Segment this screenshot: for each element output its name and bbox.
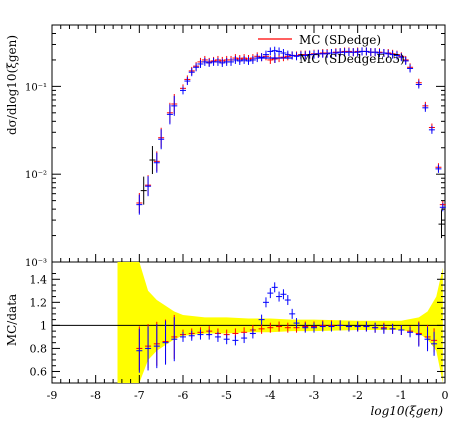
x-axis-label: log10(ξgen) (371, 404, 444, 418)
axes: -9 -8 -7 -6 -5 -4 -3 -2 -1 0 10⁻³ 10⁻² 10⁻¹ 0.6 0.8 1 1.… (25, 24, 449, 402)
x-tick-label: -3 (309, 389, 320, 402)
y-tick-label-main: 10⁻¹ (25, 82, 47, 93)
x-tick-label: 0 (442, 389, 449, 402)
ratio-panel-frame (51, 261, 446, 384)
y-tick-label-ratio: 0.8 (30, 342, 48, 355)
uncertainty-band (117, 262, 443, 383)
y-tick-label-ratio: 0.6 (30, 365, 48, 378)
legend-label-sdedge: MC (SDedge) (299, 33, 381, 47)
legend: MC (SDedge) MC (SDedgeEo5) (258, 33, 405, 66)
ratio-y-axis-label: MC/data (5, 294, 19, 346)
y-tick-label-main: 10⁻³ (25, 258, 47, 269)
x-tick-label: -8 (90, 389, 101, 402)
x-tick-label: -1 (396, 389, 407, 402)
x-tick-label: -9 (47, 389, 58, 402)
y-tick-label-ratio: 1.4 (30, 273, 48, 286)
x-tick-label: -7 (134, 389, 145, 402)
y-tick-label-ratio: 1.2 (30, 296, 48, 309)
x-tick-label: -6 (178, 389, 189, 402)
ratio-panel-points (136, 282, 438, 373)
y-tick-label-main: 10⁻² (25, 170, 47, 181)
x-tick-label: -2 (352, 389, 363, 402)
legend-label-sdedgeeo5: MC (SDedgeEo5) (299, 52, 405, 66)
x-tick-label: -5 (221, 389, 232, 402)
main-y-axis-label: dσ/dlog10(ξgen) (5, 35, 19, 135)
y-tick-label-ratio: 1 (40, 319, 47, 332)
main-panel-points (136, 46, 446, 239)
x-tick-label: -4 (265, 389, 276, 402)
ratio-uncertainty-band (117, 262, 443, 383)
